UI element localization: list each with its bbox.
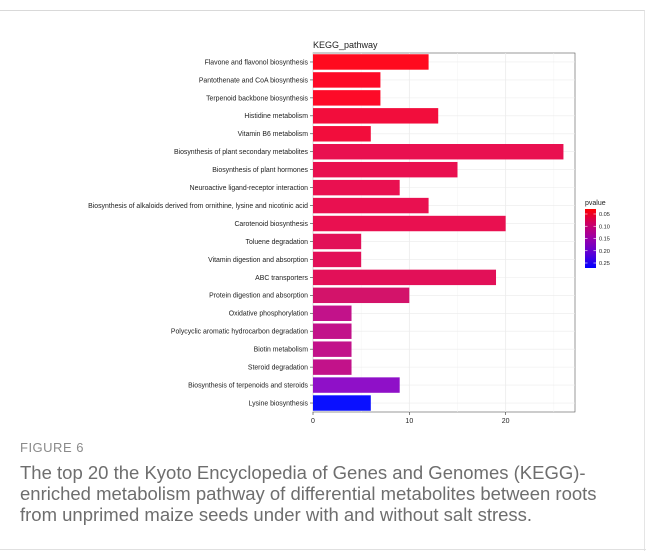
category-label: Steroid degradation <box>248 365 308 372</box>
x-tick-label: 0 <box>311 418 315 425</box>
legend-tick-label: 0.25 <box>599 261 610 267</box>
bar <box>313 395 371 411</box>
category-label: Biosynthesis of terpenoids and steroids <box>188 382 308 389</box>
bar <box>313 341 352 357</box>
bar <box>313 72 381 88</box>
bar <box>313 90 381 106</box>
bar <box>313 54 429 70</box>
x-axis-ticks: 0 10 20 <box>311 412 510 425</box>
bar <box>313 144 564 160</box>
bar <box>313 108 439 124</box>
category-label: Biosynthesis of plant hormones <box>212 167 308 174</box>
category-label: ABC transporters <box>255 275 308 282</box>
category-label: Histidine metabolism <box>244 113 308 120</box>
legend-tick-label: 0.15 <box>599 237 610 243</box>
bottom-divider <box>0 549 646 550</box>
category-label: Biosynthesis of alkaloids derived from o… <box>88 203 308 210</box>
category-label: Pantothenate and CoA biosynthesis <box>199 77 309 84</box>
legend-tick-label: 0.20 <box>599 249 610 255</box>
figure-caption: The top 20 the Kyoto Encyclopedia of Gen… <box>20 462 597 525</box>
category-label: Polycyclic aromatic hydrocarbon degradat… <box>171 329 308 336</box>
bar <box>313 215 506 232</box>
legend-title: pvalue <box>585 200 606 207</box>
bar <box>313 197 429 214</box>
bars <box>313 54 564 411</box>
bar <box>313 377 400 393</box>
chart-title: KEGG_pathway <box>313 40 378 50</box>
category-label: Vitamin B6 metabolism <box>238 131 309 138</box>
bar <box>313 305 352 321</box>
category-label: Flavone and flavonol biosynthesis <box>205 59 309 66</box>
legend-tick-label: 0.10 <box>599 224 610 230</box>
category-label: Biotin metabolism <box>254 347 309 354</box>
bar <box>313 161 458 178</box>
category-label: Oxidative phosphorylation <box>229 311 308 318</box>
bar <box>313 126 371 142</box>
legend-tick-label: 0.05 <box>599 212 610 218</box>
legend: pvalue 0.05 0.10 0.15 0.20 0.25 <box>585 200 610 268</box>
bar <box>313 251 362 268</box>
category-label: Lysine biosynthesis <box>249 400 309 407</box>
bar <box>313 269 497 286</box>
bar <box>313 179 400 196</box>
category-label: Vitamin digestion and absorption <box>208 257 308 264</box>
category-label: Biosynthesis of plant secondary metaboli… <box>174 149 309 156</box>
bar <box>313 359 352 375</box>
bar <box>313 287 410 304</box>
kegg-bar-chart: Flavone and flavonol biosynthesis Pantoth… <box>88 40 610 425</box>
category-label: Toluene degradation <box>246 239 309 246</box>
category-label: Protein digestion and absorption <box>209 293 308 300</box>
plot-panel <box>312 52 576 413</box>
category-labels: Flavone and flavonol biosynthesis Pantoth… <box>88 59 313 407</box>
bar <box>313 323 352 339</box>
legend-colorbar <box>585 209 596 268</box>
legend-ticks: 0.05 0.10 0.15 0.20 0.25 <box>585 212 610 267</box>
category-label: Carotenoid biosynthesis <box>234 221 308 228</box>
figure-label: FIGURE 6 <box>20 440 84 455</box>
x-tick-label: 20 <box>502 418 510 425</box>
bar <box>313 233 362 250</box>
category-label: Terpenoid backbone biosynthesis <box>206 95 308 102</box>
x-tick-label: 10 <box>405 418 413 425</box>
figure-frame <box>0 10 645 551</box>
category-label: Neuroactive ligand-receptor interaction <box>190 185 309 192</box>
